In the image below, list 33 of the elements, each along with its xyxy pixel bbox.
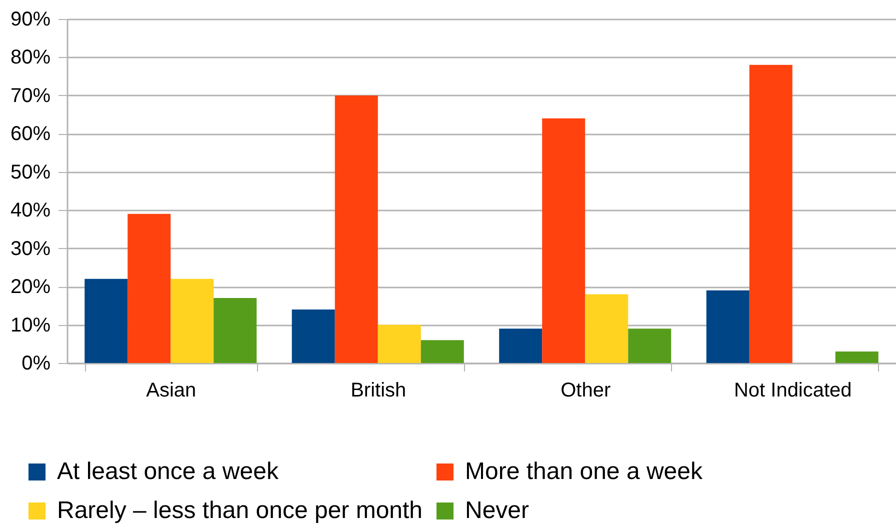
- bar: [542, 118, 586, 363]
- bar: [499, 328, 542, 363]
- y-tick-label: 50%: [10, 161, 51, 184]
- bar: [128, 214, 171, 363]
- bar: [334, 95, 378, 363]
- y-tick-label: 70%: [10, 84, 51, 107]
- bar: [749, 64, 792, 363]
- legend-label: At least once a week: [57, 458, 280, 485]
- y-tick-label: 40%: [10, 200, 51, 222]
- x-tick-label: Other: [560, 380, 611, 402]
- y-tick-label: 60%: [10, 123, 51, 146]
- x-tick-label: British: [350, 380, 406, 402]
- y-tick-label: 20%: [10, 276, 51, 298]
- y-tick-label: 0%: [22, 352, 51, 374]
- legend-label: Rarely – less than once per month: [57, 497, 423, 524]
- bar: [420, 340, 464, 363]
- x-tick-label: Not Indicated: [734, 380, 852, 402]
- bar: [84, 278, 128, 363]
- y-tick-label: 80%: [10, 46, 51, 69]
- bar: [585, 294, 628, 363]
- x-tick-label: Asian: [146, 380, 196, 402]
- legend-label: More than one a week: [465, 458, 704, 485]
- bar: [628, 328, 672, 363]
- y-tick-label: 30%: [10, 238, 51, 260]
- bar: [835, 352, 878, 363]
- legend-label: Never: [465, 497, 530, 524]
- y-tick-label: 10%: [10, 314, 51, 336]
- bar: [706, 290, 750, 363]
- bar: [378, 324, 421, 363]
- y-tick-label: 90%: [10, 8, 51, 30]
- bar: [170, 278, 214, 363]
- bar: [214, 298, 257, 363]
- bar: [292, 309, 335, 363]
